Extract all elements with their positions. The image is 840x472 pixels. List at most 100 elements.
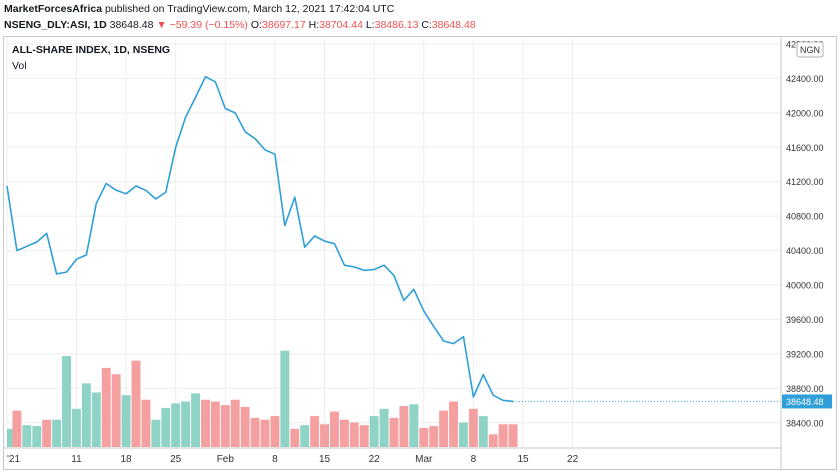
y-tick-label: 41600.00 [786, 143, 824, 153]
volume-bar [111, 374, 121, 447]
volume-bar [419, 427, 429, 447]
y-tick-label: 40000.00 [786, 281, 824, 291]
volume-bar [22, 425, 32, 447]
y-tick-label: 40400.00 [786, 246, 824, 256]
x-tick-label: 22 [567, 454, 579, 465]
volume-bar [359, 425, 369, 447]
volume-bar [429, 426, 439, 447]
high-value: 38704.44 [319, 19, 363, 31]
volume-bar [171, 403, 181, 447]
volume-bar [409, 404, 419, 447]
volume-bar [91, 392, 101, 447]
volume-bar [42, 419, 52, 447]
x-tick-label: '21 [7, 454, 20, 465]
volume-bar [210, 401, 220, 447]
volume-bar [240, 407, 250, 447]
volume-bar [329, 411, 339, 447]
volume-bar [379, 408, 389, 447]
volume-bar [399, 406, 409, 447]
volume-bar [310, 416, 320, 447]
x-tick-label: 18 [121, 454, 133, 465]
low-value: 38486.13 [374, 19, 419, 31]
price-series-line [6, 75, 514, 403]
published-text: published on TradingView.com, March 12, … [104, 3, 395, 15]
y-tick-label: 39200.00 [786, 349, 824, 359]
y-tick-label: 38800.00 [786, 384, 824, 394]
change-text: ▼ −59.39 (−0.15%) [156, 19, 248, 31]
x-tick-label: 11 [71, 454, 82, 465]
volume-bar [260, 419, 270, 447]
y-tick-label: 41200.00 [786, 177, 824, 187]
publish-info: MarketForcesAfrica published on TradingV… [4, 3, 394, 15]
symbol-info: NSENG_DLY:ASI, 1D 38648.48 ▼ −59.39 (−0.… [4, 19, 476, 31]
volume-bar [32, 426, 42, 447]
volume-bar [121, 395, 131, 447]
volume-bar [280, 350, 290, 447]
volume-bar [181, 401, 191, 447]
volume-bar [320, 424, 330, 447]
volume-bar [498, 424, 508, 447]
volume-bar [369, 416, 379, 447]
grid-layer [6, 38, 781, 448]
x-tick-label: 22 [369, 454, 381, 465]
volume-bar [488, 434, 498, 447]
volume-bar [389, 417, 399, 447]
volume-bar [191, 393, 201, 447]
volume-bar [478, 416, 488, 447]
x-tick-label: Mar [415, 454, 433, 465]
price-line-layer [6, 75, 781, 403]
legend-title: ALL-SHARE INDEX, 1D, NSENG [12, 44, 171, 56]
x-tick-label: 8 [471, 454, 477, 465]
x-tick-label: 15 [517, 454, 529, 465]
volume-bar [270, 416, 280, 447]
volume-bar [200, 399, 210, 447]
volume-bar [449, 401, 459, 447]
volume-bar [141, 399, 151, 447]
volume-bar [131, 360, 141, 447]
symbol-label: NSENG_DLY:ASI, 1D [4, 19, 107, 31]
volume-bar [151, 419, 161, 447]
volume-bar [349, 422, 359, 447]
y-tick-label: 42400.00 [786, 74, 824, 84]
last-price-tag [782, 394, 832, 409]
x-tick-label: 8 [272, 454, 278, 465]
volume-bar [458, 422, 468, 447]
x-tick-label: Feb [217, 454, 235, 465]
last-price: 38648.48 [109, 19, 154, 31]
volume-bar [468, 408, 478, 447]
volume-bar [230, 399, 240, 447]
close-value: 38648.48 [431, 19, 476, 31]
last-price-label: 38648.48 [786, 397, 824, 407]
y-tick-label: 39600.00 [786, 315, 824, 325]
volume-bar [250, 417, 260, 447]
chart-border [3, 36, 837, 470]
volume-bar [220, 405, 230, 447]
open-label: O: [250, 19, 262, 31]
currency-badge: NGN [796, 41, 824, 58]
volume-bar [339, 419, 349, 447]
volume-bar [62, 356, 72, 447]
volume-bar [161, 407, 171, 447]
y-tick-label: 42000.00 [786, 108, 824, 118]
volume-layer [7, 350, 518, 447]
volume-bar [7, 428, 16, 447]
y-tick-label: 40800.00 [786, 212, 824, 222]
open-value: 38697.17 [261, 19, 306, 31]
x-tick-label: 15 [319, 454, 331, 465]
high-label: H: [308, 19, 320, 31]
volume-bar [300, 425, 310, 447]
volume-bar [52, 419, 62, 447]
volume-bar [71, 408, 81, 447]
y-tick-label: 38400.00 [786, 418, 824, 428]
volume-bar [12, 410, 22, 447]
price-chart[interactable]: 38400.00 38800.00 39200.00 39600.00 40000.00… [3, 36, 837, 470]
volume-bar [508, 424, 518, 447]
legend-volume: Vol [12, 60, 27, 72]
volume-bar [439, 410, 449, 447]
volume-bar [290, 428, 300, 447]
currency-label: NGN [800, 45, 820, 55]
close-label: C: [421, 19, 432, 31]
volume-bar [101, 367, 111, 447]
x-tick-label: 25 [170, 454, 182, 465]
volume-bar [81, 383, 91, 447]
